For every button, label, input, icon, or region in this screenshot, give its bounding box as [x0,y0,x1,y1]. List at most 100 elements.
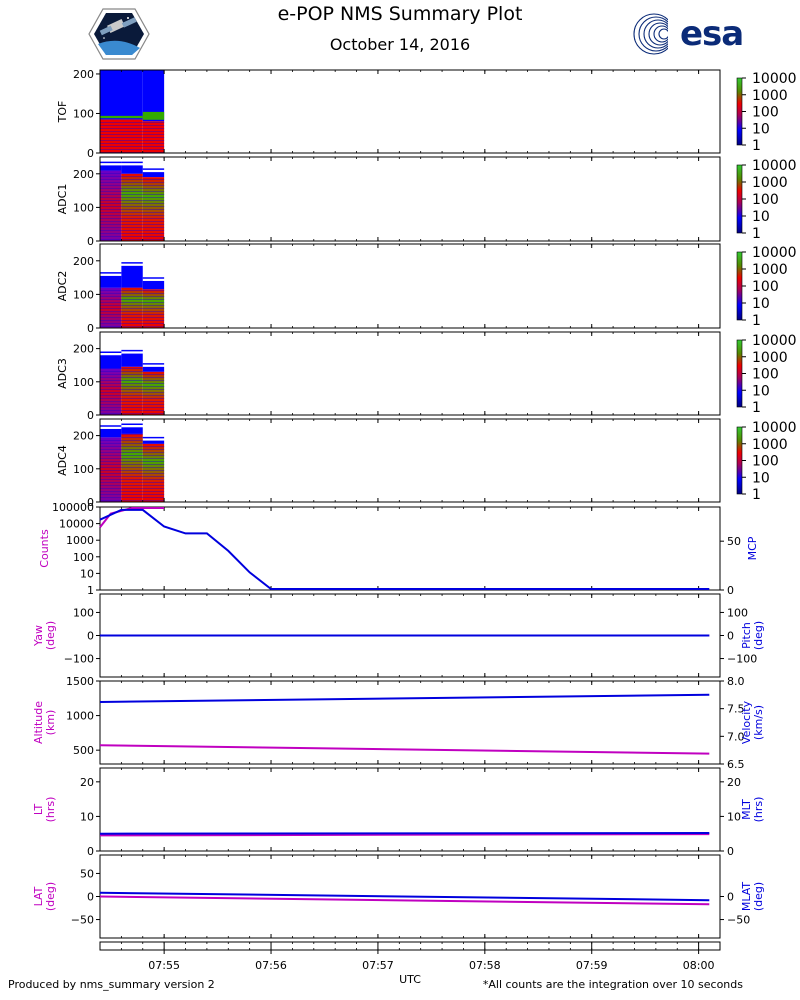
colorbar-tick-label: 1 [752,138,761,154]
y-tick-label: 0 [87,409,94,422]
panel-frame [99,156,721,242]
y-left-tick-label: 10 [80,810,94,823]
panel-frame [99,506,721,591]
page-title: e-POP NMS Summary Plot [277,3,523,25]
y-left-tick-label: 50 [80,867,94,880]
colorbar [736,339,743,408]
spectrum-blue-block [100,428,122,438]
colorbar-tick-label: 100 [752,454,779,470]
left-series-line [99,744,710,755]
right-series-line [99,891,710,902]
colorbar-tick-label: 1000 [752,437,788,453]
spectrum-stripes [142,443,165,502]
y-right-tick-label: 6.5 [727,758,745,771]
left-series-line [99,507,165,528]
y-left-tick-label: 1000 [66,710,94,723]
x-axis-label: UTC [399,973,421,986]
colorbar [736,426,743,495]
spectrum-stripes [100,437,122,502]
page-date: October 14, 2016 [329,35,471,54]
spectrum-blue-block [142,70,165,122]
colorbar-tick-label: 10000 [752,333,797,349]
right-series-line [99,508,710,590]
colorbar-tick-label: 1000 [752,175,788,191]
y-axis-label: TOF [56,101,69,124]
y-right-axis-label: MLAT(deg) [740,882,765,912]
colorbar-tick-label: 1 [752,487,761,503]
satellite-logo-icon [88,8,150,60]
esa-swirl-logo-icon [633,12,680,56]
panel-frame [99,418,721,503]
y-left-tick-label: 1500 [66,675,94,688]
y-left-tick-label: 1 [87,584,94,597]
colorbar-tick-label: 100 [752,367,779,383]
panel-frame [99,941,721,951]
y-tick-label: 0 [87,235,94,248]
y-tick-label: 100 [73,288,94,301]
y-tick-label: 100 [73,107,94,120]
footer-integration-note: *All counts are the integration over 10 … [482,978,743,991]
left-series-line [99,895,710,906]
y-right-tick-label: 20 [727,776,741,789]
y-tick-label: 200 [73,343,94,356]
spectrum-blue-block [142,280,165,290]
y-axis-label: ADC1 [56,184,69,215]
y-left-tick-label: 10000 [59,518,94,531]
y-tick-label: 200 [73,255,94,268]
y-right-tick-label: −100 [727,653,757,666]
y-left-tick-label: 1000 [66,534,94,547]
y-tick-label: 200 [73,168,94,181]
right-series-line [99,832,710,835]
spectrum-blue-block [142,172,165,178]
y-left-axis-label: Yaw(deg) [32,621,57,650]
colorbar-tick-label: 10 [752,296,770,312]
y-right-axis-label: MCP [746,536,759,560]
spectrum-blue-block [100,355,122,369]
colorbar-tick-label: 1 [752,313,761,329]
panel-frame [99,680,721,765]
y-tick-label: 200 [73,68,94,81]
y-right-tick-label: 50 [727,535,741,548]
y-axis-label: ADC3 [56,358,69,389]
spectrum-stripes [100,368,122,415]
y-left-tick-label: −100 [64,653,94,666]
y-right-axis-label: Pitch(deg) [740,621,765,650]
panel-frame [99,331,721,416]
y-tick-label: 0 [87,322,94,335]
spectrum-green-band [142,111,165,120]
spectrum-stripes [121,287,143,328]
y-left-tick-label: 20 [80,776,94,789]
time-tick-label: 07:57 [362,959,394,972]
y-left-tick-label: 500 [73,744,94,757]
colorbar-tick-label: 1 [752,226,761,242]
spectrum-blue-block [100,165,122,171]
y-left-tick-label: 100000 [52,501,94,514]
spectrum-blue-block [100,275,122,288]
y-right-tick-label: 7.5 [727,703,745,716]
colorbar-tick-label: 1000 [752,88,788,104]
y-right-tick-label: 0 [727,630,734,643]
colorbar-tick-label: 10000 [752,420,797,436]
colorbar-tick-label: 10000 [752,158,797,174]
y-left-axis-label: Counts [38,529,51,568]
y-tick-label: 100 [73,463,94,476]
colorbar-tick-label: 10 [752,470,770,486]
spectrum-blue-block [142,366,165,372]
y-left-tick-label: 0 [87,891,94,904]
spectrum-green-band [100,115,143,119]
y-tick-label: 100 [73,376,94,389]
y-tick-label: 0 [87,496,94,509]
spectrum-stripes [142,371,165,415]
y-left-axis-label: LAT(deg) [32,882,57,911]
time-tick-label: 07:56 [255,959,287,972]
panel-frame [99,243,721,329]
panel-frame [99,767,721,852]
colorbar-tick-label: 10 [752,121,770,137]
panel-frame [99,69,721,154]
y-right-tick-label: −50 [727,914,750,927]
colorbar-tick-label: 10 [752,209,770,225]
footer-version-note: Produced by nms_summary version 2 [8,978,215,991]
spectrum-stripes [142,121,165,153]
colorbar-tick-label: 100 [752,192,779,208]
spectrum-blue-block [142,440,165,444]
